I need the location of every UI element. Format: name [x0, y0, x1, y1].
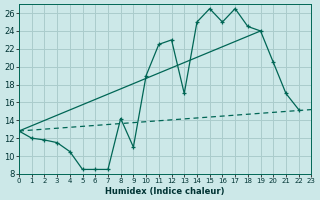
- X-axis label: Humidex (Indice chaleur): Humidex (Indice chaleur): [105, 187, 225, 196]
